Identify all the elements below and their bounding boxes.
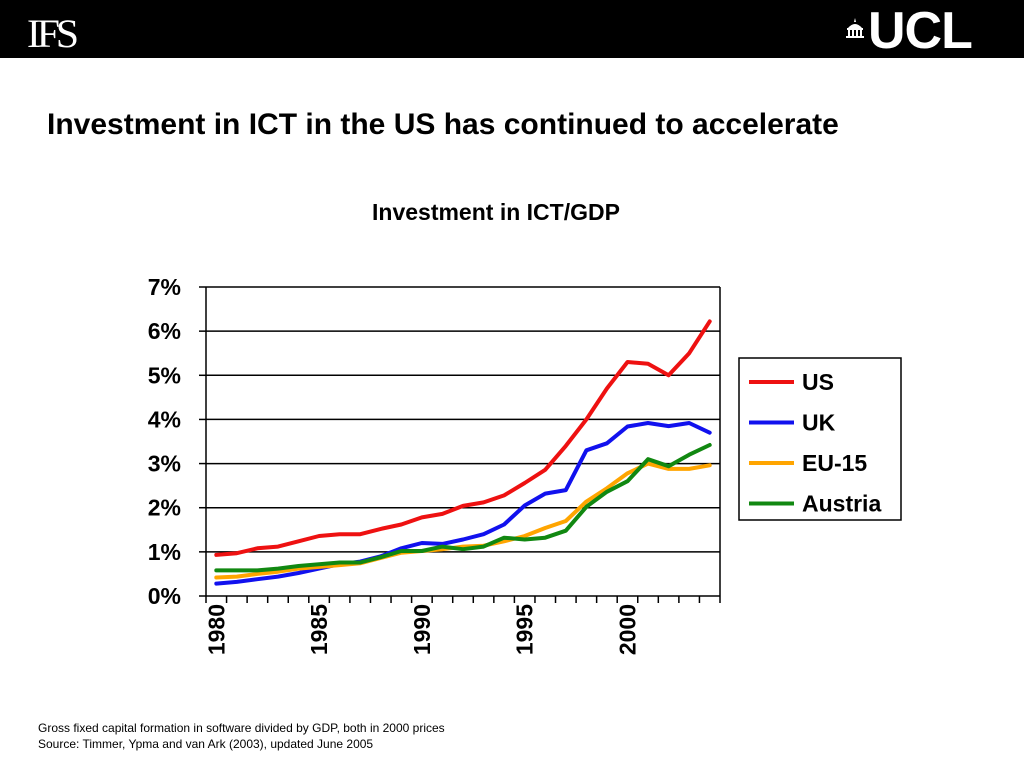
y-tick-label: 6%	[148, 318, 181, 344]
ucl-dome-icon	[846, 18, 864, 38]
x-tick-label: 1985	[306, 604, 332, 655]
x-tick-label: 2000	[614, 604, 640, 655]
y-tick-label: 5%	[148, 362, 181, 388]
x-tick-label: 1990	[409, 604, 435, 655]
x-tick-label: 1980	[203, 604, 229, 655]
series-line-eu-15	[214, 461, 712, 580]
legend-label: EU-15	[802, 450, 867, 476]
series-line-us	[214, 319, 712, 557]
slide-title: Investment in ICT in the US has continue…	[47, 108, 839, 141]
ifs-logo: IFS	[26, 11, 79, 56]
footnote-source: Source: Timmer, Ypma and van Ark (2003),…	[38, 737, 374, 751]
ucl-logo: UCL	[868, 2, 973, 60]
legend	[738, 357, 902, 521]
line-chart: 0% 1% 2% 3% 4% 5% 6% 7% 1980 1985 1990 1995 2000 US UK…	[148, 274, 902, 655]
footnotes: Gross fixed capital formation in softwar…	[38, 720, 445, 752]
series-line-uk	[214, 421, 712, 586]
legend-label: US	[802, 369, 834, 395]
series-line-austria	[214, 443, 712, 573]
header-bar: IFS UCL	[0, 0, 1024, 58]
footnote-definition: Gross fixed capital formation in softwar…	[38, 721, 445, 735]
y-tick-label: 1%	[148, 539, 181, 565]
legend-label: UK	[802, 410, 836, 436]
y-tick-label: 7%	[148, 274, 181, 300]
y-tick-label: 4%	[148, 406, 181, 432]
y-tick-label: 0%	[148, 583, 181, 609]
chart-title: Investment in ICT/GDP	[372, 199, 620, 225]
y-tick-label: 3%	[148, 451, 181, 477]
y-tick-label: 2%	[148, 495, 181, 521]
x-tick-label: 1995	[512, 604, 538, 655]
legend-label: Austria	[802, 491, 881, 517]
